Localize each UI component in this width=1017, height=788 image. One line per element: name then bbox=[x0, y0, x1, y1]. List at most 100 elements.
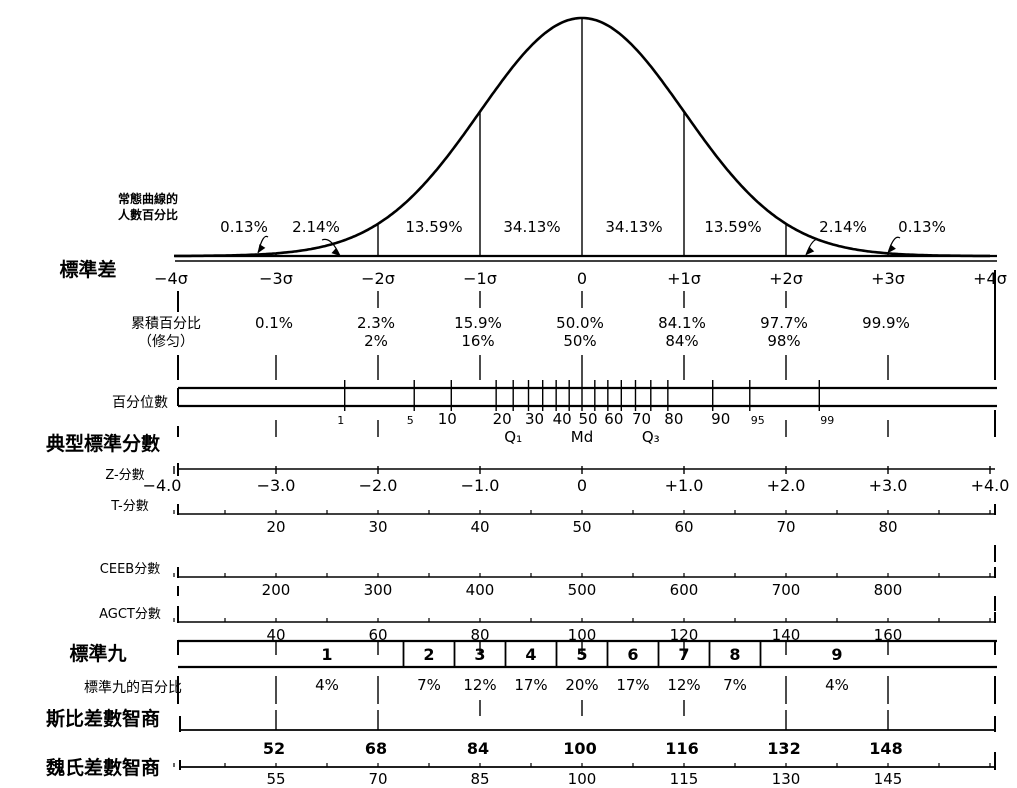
z-score-value: −1.0 bbox=[461, 476, 500, 495]
segment-percent: 34.13% bbox=[503, 218, 560, 236]
curve-label-line1: 常態曲線的 bbox=[118, 191, 178, 206]
wechsler-iq-value: 70 bbox=[368, 770, 387, 788]
cumulative-value: 99.9% bbox=[862, 314, 910, 332]
stanine-value: 6 bbox=[627, 645, 638, 664]
stanine-percent-title: 標準九的百分比 bbox=[84, 680, 182, 696]
binet-iq-value: 148 bbox=[869, 739, 902, 758]
percentile-label: 5 bbox=[407, 414, 414, 427]
agct-score-value: 100 bbox=[568, 626, 597, 644]
ceeb-score-label: CEEB分數 bbox=[100, 562, 160, 577]
stanine-percent: 17% bbox=[616, 676, 649, 694]
cumulative-title: 累積百分比 bbox=[131, 316, 201, 332]
percentile-label: 30 bbox=[525, 410, 544, 428]
sd-title: 標準差 bbox=[59, 258, 116, 281]
binet-iq-value: 84 bbox=[467, 739, 489, 758]
percentile-label: 1 bbox=[337, 414, 344, 427]
binet-iq-value: 116 bbox=[665, 739, 698, 758]
stanine-percent: 4% bbox=[315, 676, 339, 694]
cumulative-value: 15.9% bbox=[454, 314, 502, 332]
quartile-label: Q₁ bbox=[504, 428, 522, 446]
z-score-value: +4.0 bbox=[971, 476, 1010, 495]
stanine-percent: 7% bbox=[723, 676, 747, 694]
t-score-value: 40 bbox=[470, 518, 489, 536]
ceeb-score-value: 600 bbox=[670, 581, 699, 599]
binet-iq-value: 68 bbox=[365, 739, 387, 758]
stanine-percent: 20% bbox=[565, 676, 598, 694]
percentile-label: 40 bbox=[553, 410, 572, 428]
z-score-value: +2.0 bbox=[767, 476, 806, 495]
agct-score-value: 120 bbox=[670, 626, 699, 644]
t-score-value: 80 bbox=[878, 518, 897, 536]
segment-percent: 0.13% bbox=[220, 218, 268, 236]
t-score-value: 70 bbox=[776, 518, 795, 536]
cumulative-value: 2.3% bbox=[357, 314, 395, 332]
wechsler-iq-title: 魏氏差數智商 bbox=[45, 756, 160, 779]
t-score-value: 30 bbox=[368, 518, 387, 536]
stanine-value: 5 bbox=[576, 645, 587, 664]
percentile-label: 50 bbox=[578, 410, 597, 428]
ceeb-score-value: 500 bbox=[568, 581, 597, 599]
agct-score-label: AGCT分數 bbox=[99, 607, 161, 622]
curve-label-line2: 人數百分比 bbox=[118, 207, 178, 222]
sd-tick-label: +1σ bbox=[667, 269, 701, 288]
arrowhead bbox=[806, 246, 815, 255]
agct-score-value: 140 bbox=[772, 626, 801, 644]
t-score-value: 20 bbox=[266, 518, 285, 536]
ceeb-score-value: 400 bbox=[466, 581, 495, 599]
percentile-label: 80 bbox=[664, 410, 683, 428]
z-score-value: 0 bbox=[577, 476, 587, 495]
percentile-label: 70 bbox=[632, 410, 651, 428]
sd-tick-label: −3σ bbox=[259, 269, 293, 288]
percentile-label: 99 bbox=[820, 414, 834, 427]
agct-score-value: 80 bbox=[470, 626, 489, 644]
segment-percent: 2.14% bbox=[819, 218, 867, 236]
z-score-value: +3.0 bbox=[869, 476, 908, 495]
ceeb-score-value: 700 bbox=[772, 581, 801, 599]
cumulative-rounded: 98% bbox=[767, 332, 800, 350]
arrowhead bbox=[888, 244, 896, 253]
wechsler-iq-value: 130 bbox=[772, 770, 801, 788]
percentile-label: 20 bbox=[493, 410, 512, 428]
percentile-label: 95 bbox=[751, 414, 765, 427]
z-score-value: +1.0 bbox=[665, 476, 704, 495]
wechsler-iq-value: 145 bbox=[874, 770, 903, 788]
arrowhead bbox=[258, 244, 266, 253]
wechsler-iq-value: 100 bbox=[568, 770, 597, 788]
cumulative-rounded: 84% bbox=[665, 332, 698, 350]
percentile-title: 百分位數 bbox=[112, 395, 168, 411]
cumulative-value: 84.1% bbox=[658, 314, 706, 332]
z-score-value: −4.0 bbox=[143, 476, 182, 495]
binet-iq-value: 100 bbox=[563, 739, 596, 758]
segment-percent: 13.59% bbox=[704, 218, 761, 236]
z-score-value: −3.0 bbox=[257, 476, 296, 495]
quartile-label: Md bbox=[571, 428, 593, 446]
z-score-label: Z-分數 bbox=[105, 468, 144, 483]
stanine-value: 4 bbox=[525, 645, 536, 664]
stanine-percent: 12% bbox=[463, 676, 496, 694]
percentile-label: 10 bbox=[438, 410, 457, 428]
agct-score-value: 60 bbox=[368, 626, 387, 644]
stanine-value: 9 bbox=[831, 645, 842, 664]
ceeb-score-value: 300 bbox=[364, 581, 393, 599]
percentile-label: 60 bbox=[604, 410, 623, 428]
stanine-title: 標準九 bbox=[69, 642, 126, 665]
segment-percent: 34.13% bbox=[605, 218, 662, 236]
sd-tick-label: −1σ bbox=[463, 269, 497, 288]
agct-score-value: 40 bbox=[266, 626, 285, 644]
cumulative-rounded: 2% bbox=[364, 332, 388, 350]
wechsler-iq-value: 85 bbox=[470, 770, 489, 788]
z-score-value: −2.0 bbox=[359, 476, 398, 495]
cumulative-value: 97.7% bbox=[760, 314, 808, 332]
cumulative-value: 50.0% bbox=[556, 314, 604, 332]
agct-score-value: 160 bbox=[874, 626, 903, 644]
stanine-percent: 4% bbox=[825, 676, 849, 694]
stanine-percent: 7% bbox=[417, 676, 441, 694]
segment-percent: 2.14% bbox=[292, 218, 340, 236]
binet-iq-value: 132 bbox=[767, 739, 800, 758]
sd-tick-label: −2σ bbox=[361, 269, 395, 288]
sd-tick-label: 0 bbox=[577, 269, 587, 288]
t-score-value: 60 bbox=[674, 518, 693, 536]
percentile-label: 90 bbox=[711, 410, 730, 428]
binet-iq-value: 52 bbox=[263, 739, 285, 758]
